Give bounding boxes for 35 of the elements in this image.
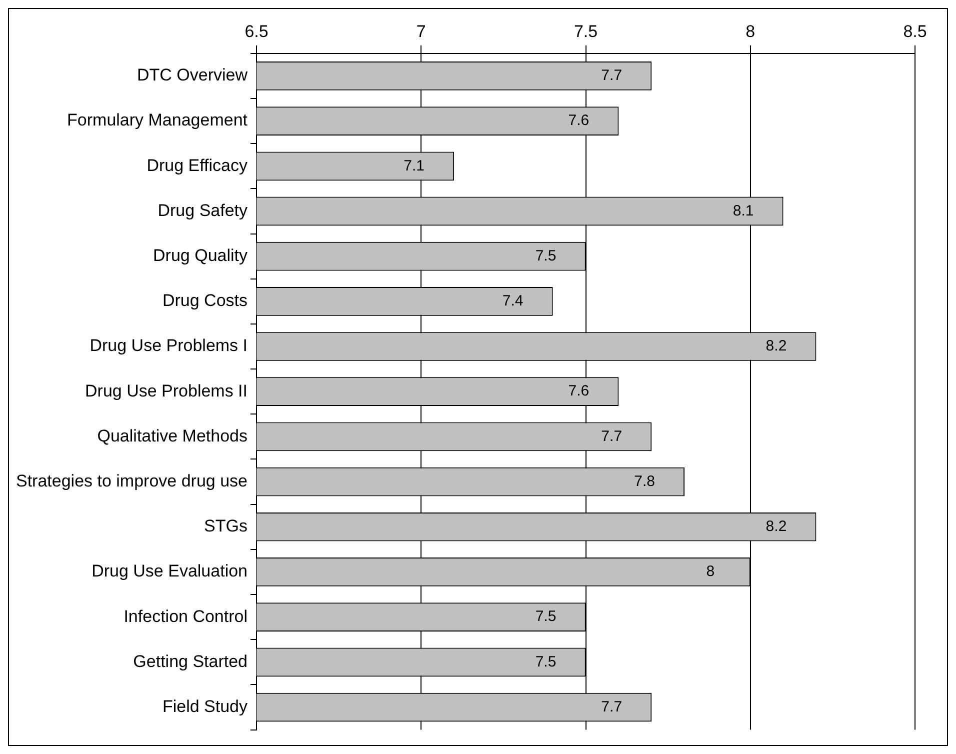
data-label: 8.2 [766, 518, 787, 536]
y-tick-label: Getting Started [133, 652, 248, 671]
data-label: 7.8 [634, 472, 655, 490]
y-tick-label: Formulary Management [67, 110, 248, 130]
x-tick-label: 7.5 [574, 22, 598, 41]
y-tick-label: Drug Costs [162, 291, 248, 310]
x-tick-label: 8.5 [903, 22, 927, 41]
x-tick-label: 8 [746, 22, 756, 41]
y-tick-label: Drug Quality [153, 246, 248, 266]
y-tick-label: STGs [204, 516, 248, 536]
y-tick-label: Drug Efficacy [146, 156, 248, 175]
y-tick-label: Field Study [162, 696, 248, 716]
data-label: 7.6 [568, 382, 590, 400]
x-tick-label: 7 [416, 22, 426, 41]
data-label: 8.2 [766, 338, 787, 355]
data-label: 7.5 [535, 608, 556, 626]
y-tick-label: Strategies to improve drug use [16, 471, 248, 490]
y-tick-label: Infection Control [124, 606, 248, 626]
data-label: 7.7 [601, 67, 622, 84]
y-tick-label: Drug Use Evaluation [92, 562, 248, 581]
data-label: 7.6 [568, 112, 590, 130]
y-tick-label: Drug Safety [158, 200, 248, 220]
x-tick-label: 6.5 [244, 22, 268, 41]
y-tick-label: Qualitative Methods [97, 426, 248, 446]
data-label: 7.4 [502, 292, 524, 310]
data-label: 7.5 [535, 653, 556, 670]
data-label: 7.5 [535, 247, 556, 264]
y-tick-label: Drug Use Problems II [85, 381, 248, 400]
y-tick-label: DTC Overview [136, 66, 248, 85]
y-tick-label: Drug Use Problems I [90, 336, 248, 356]
data-label: 7.7 [601, 428, 622, 445]
data-label: 8.1 [732, 202, 754, 220]
data-label: 7.1 [404, 157, 424, 174]
data-label: 7.7 [601, 698, 622, 716]
data-label: 8 [706, 563, 715, 580]
